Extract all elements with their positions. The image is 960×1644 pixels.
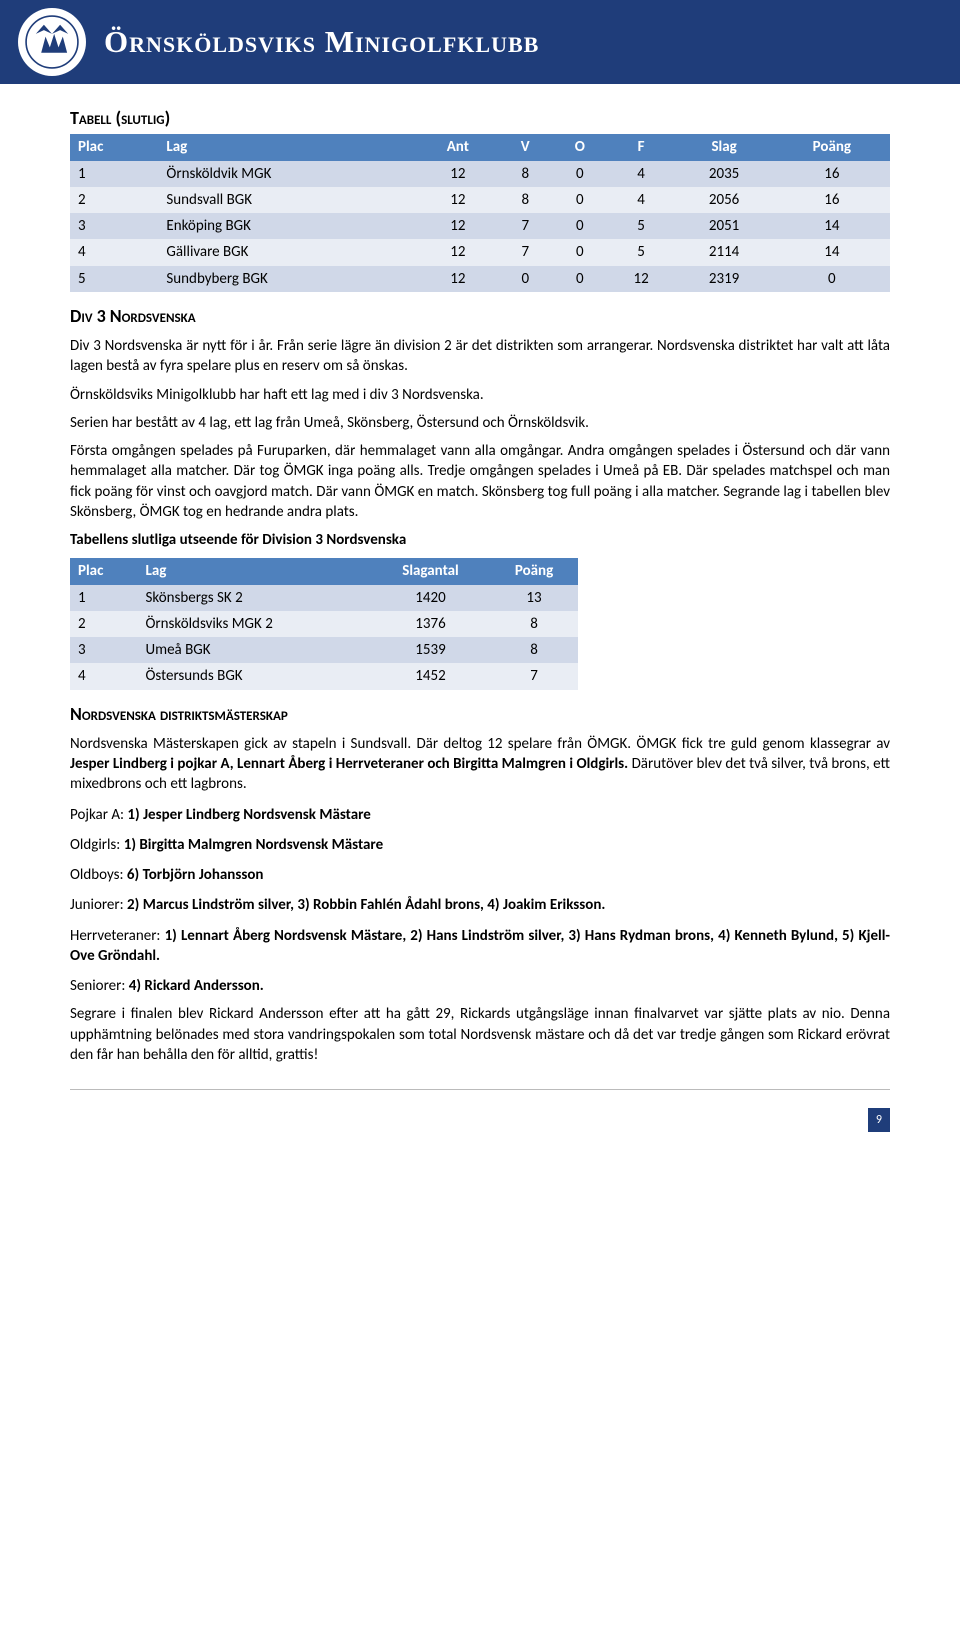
div3-p3: Serien har bestått av 4 lag, ett lag frå… bbox=[70, 413, 890, 433]
dm-heading: Nordsvenska distriktsmästerskap bbox=[70, 702, 890, 726]
div3-heading: Div 3 Nordsvenska bbox=[70, 304, 890, 328]
table-row: 4 Gällivare BGK 12 7 0 5 2114 14 bbox=[70, 239, 890, 265]
club-logo bbox=[18, 8, 86, 76]
th-f: F bbox=[608, 134, 675, 160]
th-poang: Poäng bbox=[774, 134, 890, 160]
seniorer-label: Seniorer: bbox=[70, 977, 125, 995]
th-o: O bbox=[552, 134, 608, 160]
section-title-tabell: Tabell (slutlig) bbox=[70, 106, 890, 130]
logo-svg bbox=[25, 15, 79, 69]
oldboys-val: 6) Torbjörn Johansson bbox=[127, 866, 264, 884]
th-ant: Ant bbox=[417, 134, 499, 160]
table2-header-row: Plac Lag Slagantal Poäng bbox=[70, 558, 578, 584]
th2-plac: Plac bbox=[70, 558, 137, 584]
th-plac: Plac bbox=[70, 134, 158, 160]
table-row: 3 Umeå BGK 1539 8 bbox=[70, 637, 578, 663]
club-name: Örnsköldsviks Minigolfklubb bbox=[104, 21, 539, 63]
oldgirls-label: Oldgirls: bbox=[70, 836, 120, 854]
table1-header-row: Plac Lag Ant V O F Slag Poäng bbox=[70, 134, 890, 160]
th2-lag: Lag bbox=[137, 558, 371, 584]
herrvet-val: 1) Lennart Åberg Nordsvensk Mästare, 2) … bbox=[70, 927, 890, 965]
herrvet-label: Herrveteraner: bbox=[70, 927, 160, 945]
th-lag: Lag bbox=[158, 134, 417, 160]
oldboys-label: Oldboys: bbox=[70, 866, 124, 884]
dm-intro-a: Nordsvenska Mästerskapen gick av stapeln… bbox=[70, 735, 890, 753]
table1-body: 1 Örnsköldvik MGK 12 8 0 4 2035 16 2 Sun… bbox=[70, 161, 890, 292]
table-row: 2 Sundsvall BGK 12 8 0 4 2056 16 bbox=[70, 187, 890, 213]
div3-p2: Örnsköldsviks Minigolklubb har haft ett … bbox=[70, 385, 890, 405]
dm-intro: Nordsvenska Mästerskapen gick av stapeln… bbox=[70, 734, 890, 795]
th-v: V bbox=[499, 134, 552, 160]
juniorer-label: Juniorer: bbox=[70, 896, 124, 914]
header: Örnsköldsviks Minigolfklubb bbox=[0, 0, 960, 84]
table-row: 4 Östersunds BGK 1452 7 bbox=[70, 663, 578, 689]
pojkar-line: Pojkar A: 1) Jesper Lindberg Nordsvensk … bbox=[70, 805, 890, 825]
herrvet-line: Herrveteraner: 1) Lennart Åberg Nordsven… bbox=[70, 926, 890, 967]
standings-table-2: Plac Lag Slagantal Poäng 1 Skönsbergs SK… bbox=[70, 558, 578, 689]
dm-intro-b: Jesper Lindberg i pojkar A, Lennart Åber… bbox=[70, 755, 628, 773]
oldgirls-line: Oldgirls: 1) Birgitta Malmgren Nordsvens… bbox=[70, 835, 890, 855]
table-row: 3 Enköping BGK 12 7 0 5 2051 14 bbox=[70, 213, 890, 239]
pojkar-label: Pojkar A: bbox=[70, 806, 124, 824]
table-row: 1 Skönsbergs SK 2 1420 13 bbox=[70, 585, 578, 611]
juniorer-val: 2) Marcus Lindström silver, 3) Robbin Fa… bbox=[127, 896, 605, 914]
table-row: 1 Örnsköldvik MGK 12 8 0 4 2035 16 bbox=[70, 161, 890, 187]
div3-p1: Div 3 Nordsvenska är nytt för i år. Från… bbox=[70, 336, 890, 377]
footer-rule bbox=[70, 1089, 890, 1090]
pojkar-val: 1) Jesper Lindberg Nordsvensk Mästare bbox=[127, 806, 370, 824]
th2-poang: Poäng bbox=[490, 558, 579, 584]
page-number: 9 bbox=[868, 1108, 890, 1132]
standings-table-1: Plac Lag Ant V O F Slag Poäng 1 Örnsköld… bbox=[70, 134, 890, 292]
th2-slagantal: Slagantal bbox=[371, 558, 489, 584]
oldboys-line: Oldboys: 6) Torbjörn Johansson bbox=[70, 865, 890, 885]
table2-caption: Tabellens slutliga utseende för Division… bbox=[70, 530, 890, 550]
oldgirls-val: 1) Birgitta Malmgren Nordsvensk Mästare bbox=[124, 836, 383, 854]
table2-body: 1 Skönsbergs SK 2 1420 13 2 Örnsköldsvik… bbox=[70, 585, 578, 690]
seniorer-val: 4) Rickard Andersson. bbox=[129, 977, 264, 995]
table-row: 5 Sundbyberg BGK 12 0 0 12 2319 0 bbox=[70, 266, 890, 292]
table-row: 2 Örnsköldsviks MGK 2 1376 8 bbox=[70, 611, 578, 637]
dm-closing: Segrare i finalen blev Rickard Andersson… bbox=[70, 1004, 890, 1065]
div3-p4: Första omgången spelades på Furuparken, … bbox=[70, 441, 890, 522]
th-slag: Slag bbox=[674, 134, 773, 160]
juniorer-line: Juniorer: 2) Marcus Lindström silver, 3)… bbox=[70, 895, 890, 915]
seniorer-line: Seniorer: 4) Rickard Andersson. bbox=[70, 976, 890, 996]
